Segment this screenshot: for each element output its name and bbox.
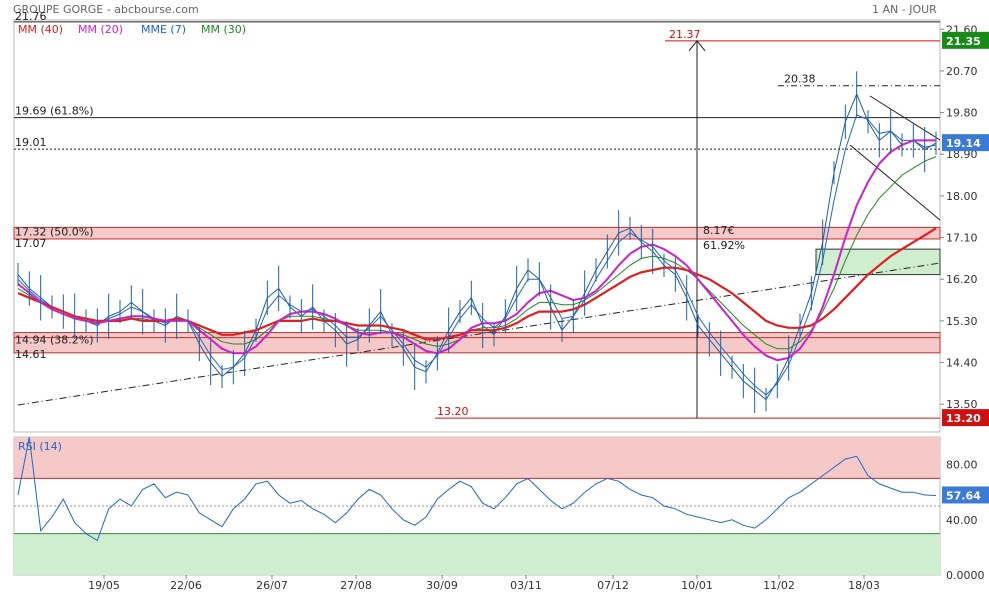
high-annotation: 21.37: [669, 28, 701, 41]
legend-3: MME (7): [141, 23, 186, 36]
rsi-oversold-zone: [14, 533, 940, 575]
y-tick-label: 20.70: [946, 65, 978, 78]
fib-50-zone: [13, 226, 941, 240]
legend-1: MM (40): [18, 23, 63, 36]
y-tick-label: 14.40: [946, 357, 978, 370]
y-tick-label: 19.80: [946, 107, 978, 120]
y-tick-label: 18.00: [946, 190, 978, 203]
legend-2: MM (20): [78, 23, 123, 36]
high-price-tag-bg: [942, 31, 989, 49]
x-tick-label: 18/03: [848, 579, 880, 592]
price-panel-frame: [13, 19, 941, 433]
level-label: 17.07: [15, 237, 47, 250]
rsi-overbought-zone: [14, 437, 940, 479]
legend-4: MM (30): [201, 23, 246, 36]
x-tick-label: 19/05: [88, 579, 120, 592]
y-tick-label: 17.10: [946, 232, 978, 245]
mm40-line: [17, 227, 937, 341]
mm20-line: [17, 139, 936, 362]
price-line: [17, 92, 937, 401]
x-tick-label: 07/12: [597, 579, 629, 592]
level-label: 19.69 (61.8%): [15, 105, 94, 118]
x-tick-label: 10/01: [681, 579, 713, 592]
rsi-title: RSI (14): [18, 440, 62, 453]
move-value: 8.17€: [703, 224, 735, 237]
y-tick-label: 18.90: [946, 148, 978, 161]
x-tick-label: 11/02: [763, 579, 795, 592]
source-title: GROUPE GORGE - abcbourse.com: [13, 3, 199, 16]
y-tick-label: 13.50: [946, 398, 978, 411]
last-price-tag: 19.14: [946, 137, 981, 150]
level-label: 21.76: [15, 10, 47, 23]
measure-arrow-head: [688, 40, 706, 52]
low-price-tag-bg: [942, 409, 989, 427]
last-price-tag-bg: [942, 134, 989, 152]
y-tick-label: 15.30: [946, 315, 978, 328]
x-tick-label: 30/09: [426, 579, 458, 592]
rsi-tick-label: 80.00: [946, 459, 978, 472]
rsi-last-tag: 57.64: [946, 489, 981, 502]
support-trendline: [17, 262, 941, 406]
level-label: 14.94 (38.2%): [15, 334, 94, 347]
period-label: 1 AN - JOUR: [872, 3, 937, 16]
move-percent: 61.92%: [703, 239, 745, 252]
x-tick-label: 03/11: [510, 579, 542, 592]
level-label: 17.32 (50.0%): [15, 225, 94, 238]
fib-38-zone: [13, 332, 941, 354]
resistance-annotation: 20.38: [784, 73, 816, 86]
rsi-tick-label: 40.00: [946, 514, 978, 527]
level-label: 19.01: [15, 136, 47, 149]
low-price-tag: 13.20: [946, 412, 981, 425]
high-price-tag: 21.35: [946, 35, 981, 48]
x-tick-label: 22/06: [170, 579, 202, 592]
level-label: 14.61: [15, 348, 47, 361]
y-tick-label: 16.20: [946, 273, 978, 286]
channel-upper-line: [869, 95, 941, 141]
x-tick-label: 27/08: [340, 579, 372, 592]
rsi-last-tag-bg: [942, 486, 989, 504]
low-annotation: 13.20: [437, 405, 469, 418]
x-tick-label: 26/07: [256, 579, 288, 592]
rsi-line: [17, 436, 937, 542]
rsi-tick-label: 0.0000: [946, 569, 985, 582]
breakout-zone: [815, 248, 941, 276]
